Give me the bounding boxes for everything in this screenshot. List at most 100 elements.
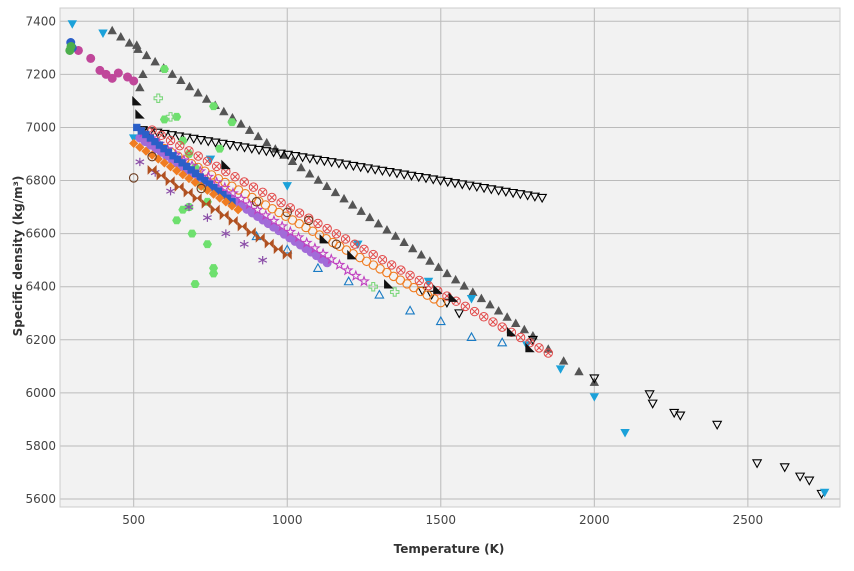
data-point	[794, 472, 806, 482]
data-point	[215, 193, 225, 203]
data-point	[313, 218, 323, 229]
data-point	[239, 143, 250, 153]
data-point	[297, 153, 308, 163]
data-point	[285, 203, 296, 213]
data-point	[172, 216, 182, 225]
y-tick-label: 7400	[25, 14, 56, 28]
data-point	[174, 181, 184, 192]
data-point	[414, 275, 424, 286]
data-point	[442, 177, 453, 188]
data-point	[228, 215, 238, 226]
data-point	[246, 144, 257, 154]
data-point	[267, 192, 277, 203]
data-point	[339, 193, 349, 203]
data-point	[405, 270, 415, 280]
data-point	[464, 181, 475, 191]
data-point	[257, 187, 268, 198]
data-point	[239, 240, 249, 249]
data-point	[184, 81, 195, 91]
x-tick-label: 2500	[733, 513, 764, 527]
data-point	[620, 429, 630, 438]
data-point	[201, 94, 212, 103]
data-point	[476, 293, 487, 303]
data-point	[166, 186, 176, 196]
data-point	[389, 287, 400, 297]
data-point	[221, 197, 231, 207]
x-tick-label: 2000	[579, 513, 610, 527]
data-point	[211, 161, 222, 172]
data-point	[165, 176, 175, 187]
data-point	[217, 139, 228, 149]
data-point	[259, 209, 272, 221]
data-point	[675, 411, 686, 421]
data-point	[239, 177, 249, 187]
data-point	[485, 299, 495, 309]
data-point	[132, 95, 142, 106]
data-point	[365, 212, 375, 222]
y-tick-label: 5800	[25, 439, 56, 453]
data-point	[284, 225, 297, 237]
y-tick-label: 6600	[25, 227, 56, 241]
data-point	[341, 264, 354, 276]
data-point	[558, 356, 569, 365]
data-point	[166, 131, 178, 141]
data-point	[589, 393, 600, 402]
data-point	[147, 164, 157, 175]
grid	[59, 7, 841, 508]
data-point	[141, 50, 152, 60]
data-point	[133, 44, 143, 53]
data-point	[98, 29, 108, 39]
data-point	[459, 281, 469, 290]
data-point	[471, 182, 482, 193]
data-point	[268, 148, 279, 158]
data-point	[138, 69, 148, 79]
axis-ticks: 500 1000 1500 2000 2500 5600 5800 6000 6200 6400 6…	[25, 14, 763, 527]
data-point	[159, 115, 169, 124]
data-point	[135, 82, 145, 92]
data-point	[589, 374, 600, 384]
data-point	[183, 187, 193, 198]
data-point	[237, 221, 247, 232]
data-point	[390, 231, 401, 240]
data-point	[227, 118, 237, 127]
data-point	[196, 183, 207, 194]
data-point	[219, 210, 229, 221]
data-point	[296, 162, 306, 172]
data-point	[356, 206, 366, 215]
data-point	[370, 165, 381, 175]
data-point	[174, 132, 185, 142]
data-point	[159, 65, 169, 73]
data-point	[466, 294, 477, 304]
data-point	[493, 306, 504, 315]
data-point	[303, 215, 314, 226]
data-point	[436, 297, 446, 308]
data-point	[187, 229, 197, 238]
data-point	[135, 157, 145, 167]
x-axis-title: Temperature (K)	[394, 542, 505, 556]
data-point	[374, 289, 385, 299]
data-point	[519, 324, 530, 334]
data-point	[282, 244, 293, 254]
data-point	[230, 172, 240, 182]
data-point	[184, 202, 194, 212]
data-point	[425, 256, 435, 265]
data-point	[326, 158, 337, 168]
data-point	[261, 147, 272, 157]
data-point	[804, 476, 815, 486]
data-point	[188, 134, 199, 145]
data-point	[66, 41, 76, 51]
data-point	[86, 53, 96, 63]
data-point	[399, 237, 409, 247]
data-point	[373, 218, 384, 228]
data-point	[135, 109, 145, 119]
data-point	[304, 154, 315, 164]
data-point	[233, 205, 243, 215]
data-point	[292, 231, 305, 243]
data-point	[172, 166, 182, 176]
data-point	[428, 175, 439, 185]
data-point	[262, 137, 272, 147]
data-point	[384, 168, 395, 178]
data-point	[218, 181, 231, 193]
